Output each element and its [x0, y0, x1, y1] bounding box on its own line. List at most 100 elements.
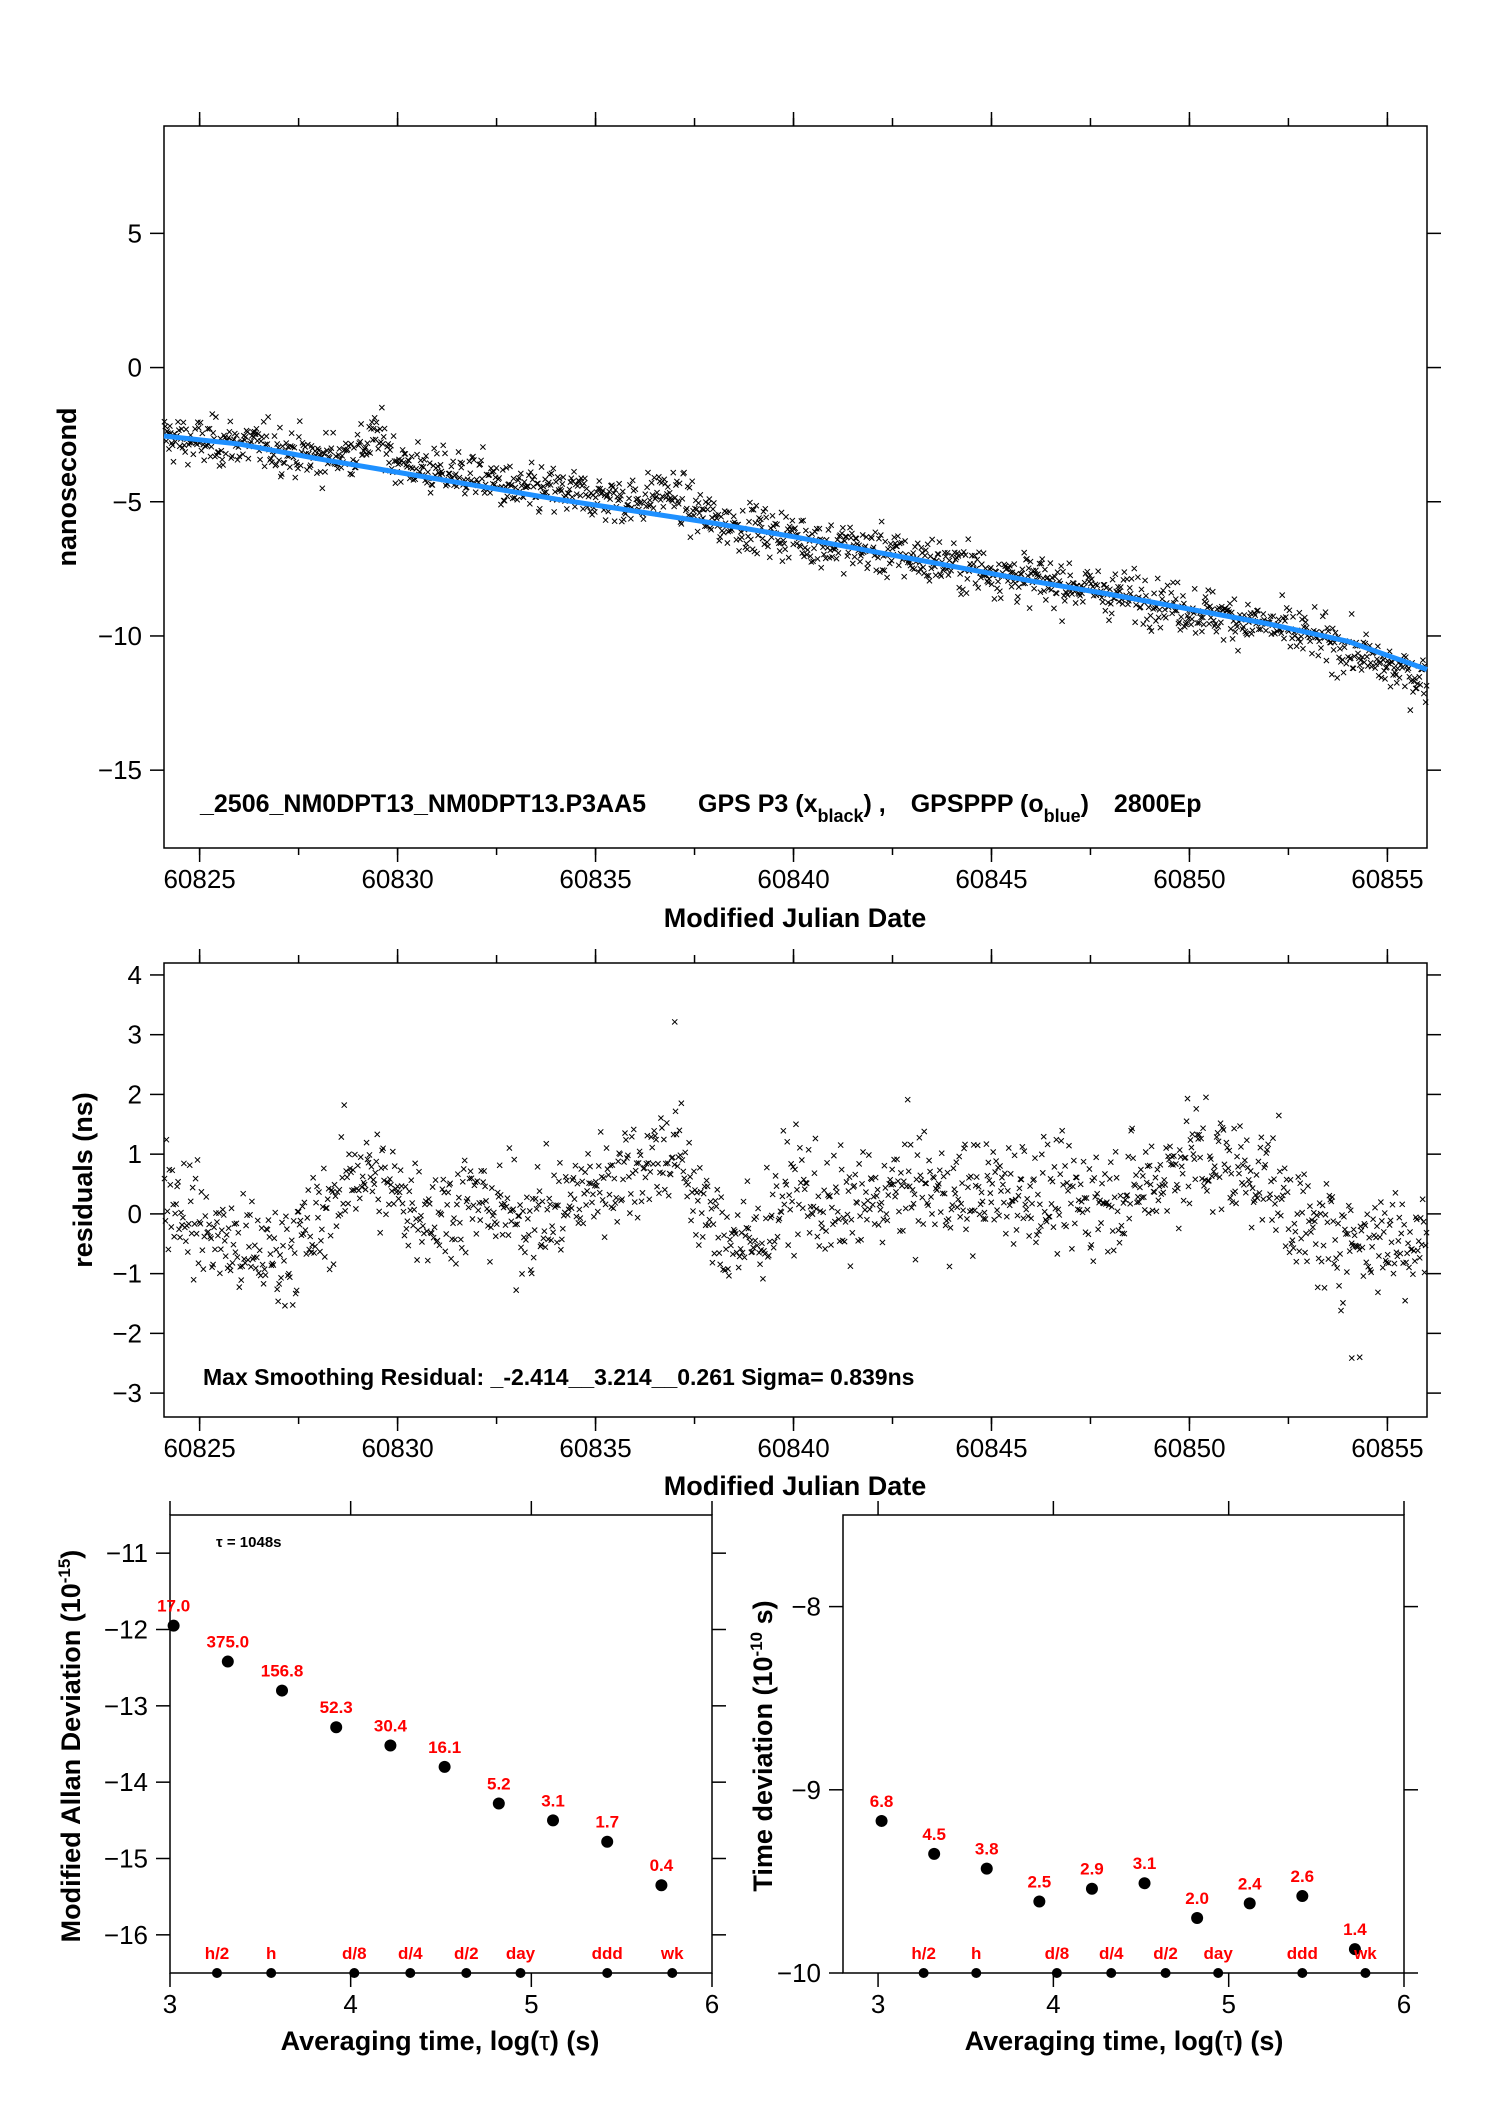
residual-point [1164, 1207, 1171, 1214]
residual-point [1282, 1243, 1289, 1250]
phase-point [738, 534, 745, 541]
residual-point [543, 1140, 550, 1147]
phase-point [1051, 573, 1058, 580]
residual-point [757, 1261, 763, 1268]
residual-point [834, 1208, 841, 1215]
phase-point [1152, 617, 1159, 624]
phase-point [390, 433, 397, 439]
phase-point [929, 536, 936, 543]
phase-point [1095, 568, 1102, 575]
phase-point [917, 565, 924, 572]
residual-point [288, 1237, 295, 1244]
phase-point [322, 429, 329, 436]
tdev-interval-label: day [1204, 1944, 1234, 1963]
residual-point [988, 1199, 995, 1206]
mdev-point [221, 1655, 234, 1668]
phase-point [560, 474, 567, 481]
phase-point [960, 549, 967, 555]
residual-point [175, 1178, 182, 1185]
residual-point [412, 1160, 419, 1167]
mdev-y-axis-exp: -15 [55, 1559, 74, 1584]
phase-point [682, 507, 689, 514]
residual-point [445, 1189, 452, 1196]
phase-point [261, 463, 268, 470]
phase-point [267, 455, 274, 462]
phase-point [1054, 569, 1061, 576]
residual-point [1422, 1242, 1429, 1249]
phase-point [201, 457, 208, 464]
residual-point [1133, 1172, 1139, 1179]
phase-point [1368, 663, 1375, 670]
residual-point [177, 1234, 183, 1241]
residual-point [720, 1266, 727, 1273]
residual-point [313, 1199, 319, 1206]
residual-point [652, 1132, 659, 1139]
residual-point [245, 1256, 251, 1263]
residual-point [396, 1189, 403, 1196]
residual-point [719, 1209, 726, 1216]
phase-point [839, 524, 846, 531]
phase-point [1307, 638, 1314, 645]
residual-point [1369, 1243, 1376, 1250]
phase-point [790, 541, 797, 548]
phase-point [286, 464, 293, 471]
phase-point [414, 451, 421, 458]
residual-point [1312, 1241, 1319, 1248]
residual-point [1049, 1178, 1056, 1185]
residual-point [400, 1208, 407, 1215]
residual-point [403, 1225, 410, 1232]
tdev-interval-marker [1160, 1968, 1171, 1978]
residual-point [211, 1224, 217, 1231]
phase-point [397, 478, 404, 485]
residual-point [848, 1216, 855, 1223]
phase-point [612, 487, 619, 493]
residual-point [1176, 1147, 1183, 1154]
phase-plot-frame [163, 125, 1428, 849]
phase-point [314, 445, 321, 452]
residual-point [657, 1115, 664, 1122]
phase-point [845, 549, 852, 556]
phase-point [551, 508, 558, 515]
residual-point [1374, 1223, 1380, 1230]
phase-point [717, 534, 724, 540]
residual-point [293, 1287, 300, 1294]
phase-point [957, 570, 964, 577]
residual-point [231, 1220, 238, 1227]
residual-point [436, 1242, 443, 1249]
phase-point [405, 457, 412, 464]
mdev-y-tick-label: −14 [104, 1767, 148, 1797]
phase-point [1027, 558, 1034, 565]
residual-point [589, 1191, 596, 1198]
residual-point [1026, 1233, 1033, 1239]
residual-point [327, 1232, 334, 1239]
phase-point [1133, 601, 1140, 608]
phase-point [1014, 599, 1020, 606]
residual-point [841, 1238, 848, 1245]
phase-point [659, 493, 666, 500]
phase-point [1177, 626, 1184, 633]
residual-point [883, 1211, 890, 1218]
residual-point [1063, 1223, 1070, 1230]
residuals-annotation: Max Smoothing Residual: _-2.414__3.214__… [203, 1364, 914, 1390]
tdev-interval-marker [1360, 1968, 1371, 1978]
residual-point [985, 1159, 992, 1166]
residual-point [1243, 1137, 1250, 1144]
residual-point [318, 1226, 325, 1233]
residual-point [1044, 1141, 1051, 1148]
residual-point [862, 1189, 869, 1196]
residual-point [1140, 1194, 1147, 1201]
residual-point [1182, 1154, 1189, 1161]
phase-point [1393, 679, 1400, 686]
residual-point [921, 1128, 928, 1135]
residual-point [342, 1207, 349, 1214]
phase-y-tick-label: −5 [112, 487, 142, 517]
residual-point [772, 1172, 779, 1179]
residual-point [1364, 1211, 1371, 1218]
tdev-y-axis-exp: -10 [747, 1632, 766, 1657]
phase-point [222, 450, 229, 457]
residual-point [196, 1218, 203, 1225]
phase-point [1079, 598, 1086, 605]
residual-point [1111, 1194, 1118, 1201]
residual-point [423, 1228, 430, 1235]
tdev-x-tick-label: 6 [1397, 1989, 1411, 2019]
